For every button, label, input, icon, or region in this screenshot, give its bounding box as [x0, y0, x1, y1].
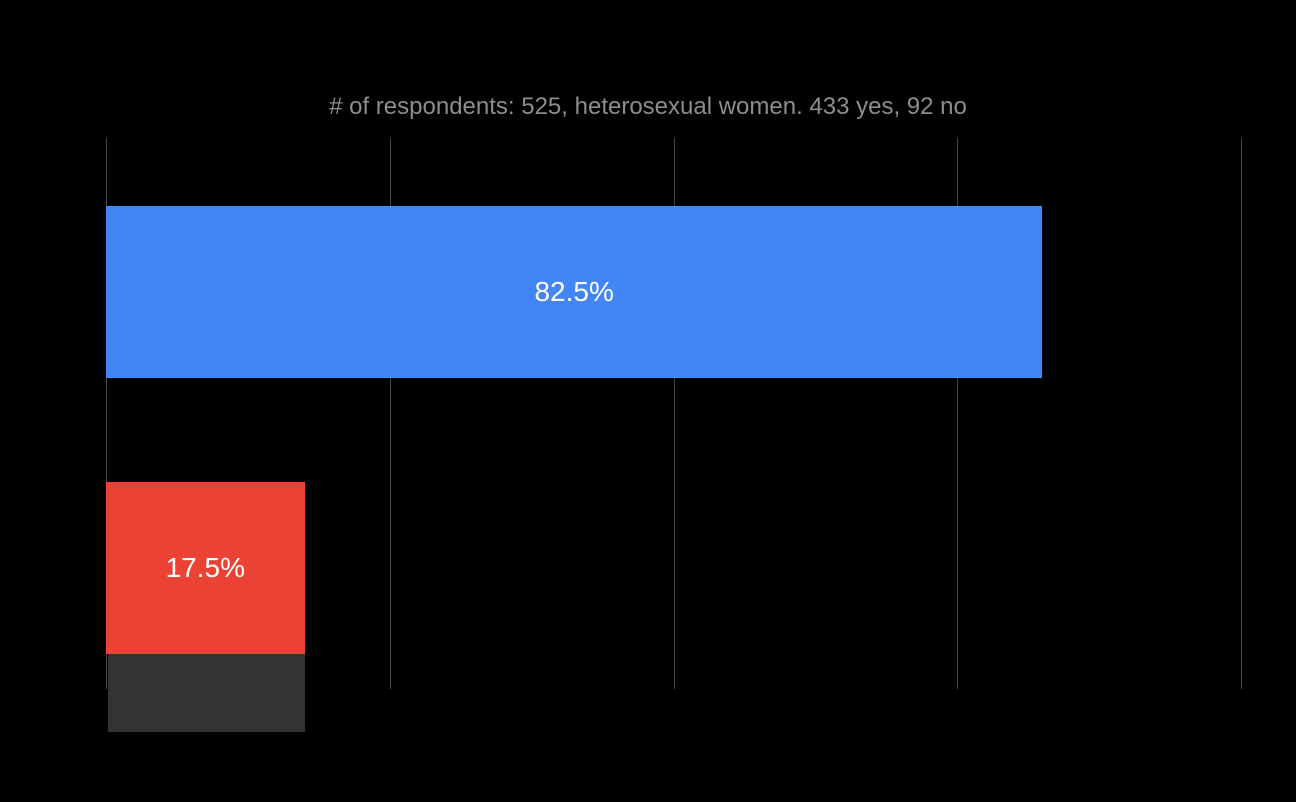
bar-0: 82.5%: [106, 206, 1042, 378]
chart-canvas: # of respondents: 525, heterosexual wome…: [0, 0, 1296, 802]
bar-label-0: 82.5%: [534, 276, 613, 308]
plot-area: 82.5% 17.5%: [106, 138, 1241, 689]
chart-subtitle: # of respondents: 525, heterosexual wome…: [0, 93, 1296, 121]
bar-1: 17.5%: [106, 482, 305, 654]
bar-label-1: 17.5%: [166, 552, 245, 584]
gridline: [1241, 138, 1242, 689]
footer-block: [108, 654, 305, 732]
